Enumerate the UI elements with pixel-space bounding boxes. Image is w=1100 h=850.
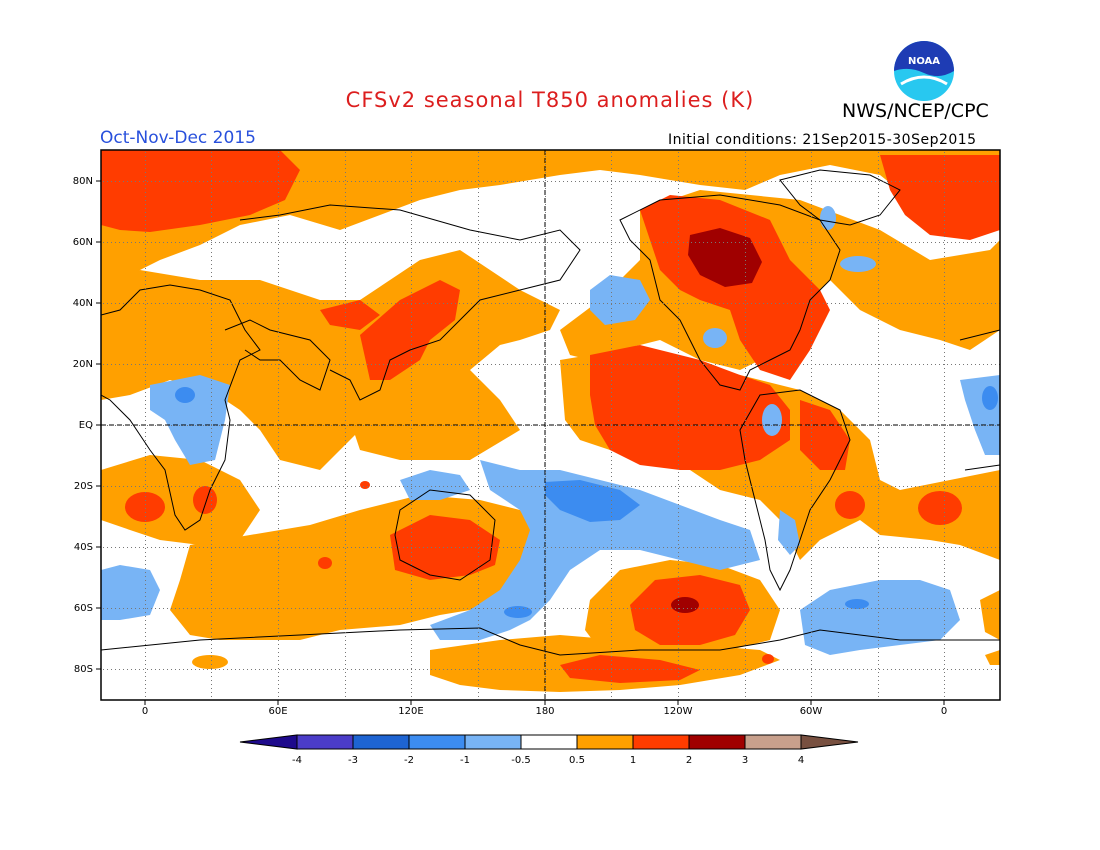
colorbar-right-arrow (800, 734, 859, 750)
season-label: Oct-Nov-Dec 2015 (100, 128, 256, 148)
strong-warm-regions (101, 150, 1000, 683)
colorbar-segment (520, 734, 578, 750)
colorbar (239, 734, 859, 750)
colorbar-tick-label: 1 (630, 755, 636, 766)
graticule (103, 152, 1000, 697)
colorbar-segment (632, 734, 690, 750)
lon-tick-label: 60E (268, 706, 287, 717)
coastlines (101, 169, 1000, 656)
initial-conditions-label: Initial conditions: 21Sep2015-30Sep2015 (668, 132, 977, 148)
lon-tick-label: 120W (664, 706, 693, 717)
lon-tick-label: 60W (800, 706, 823, 717)
anomaly-field (101, 150, 1000, 700)
agency-label: NWS/NCEP/CPC (842, 100, 989, 122)
lat-tick-label: 20N (73, 359, 93, 370)
colorbar-segment (296, 734, 354, 750)
colorbar-labels: -4 -3 -2 -1 -0.5 0.5 1 2 3 4 (292, 755, 804, 766)
colorbar-tick-label: 2 (686, 755, 692, 766)
latitude-axis: 80N 60N 40N 20N EQ 20S 40S 60S 80S (73, 176, 93, 675)
colorbar-tick-label: 3 (742, 755, 748, 766)
lat-tick-label: 60N (73, 237, 93, 248)
colorbar-tick-label: -3 (348, 755, 358, 766)
lat-tick-label: 80S (74, 664, 93, 675)
colorbar-segment (576, 734, 634, 750)
lon-tick-label: 120E (398, 706, 423, 717)
lat-tick-label: 20S (74, 481, 93, 492)
colorbar-tick-label: -1 (460, 755, 470, 766)
lat-tick-label: 80N (73, 176, 93, 187)
lat-tick-label: 40N (73, 298, 93, 309)
colorbar-tick-label: 0.5 (569, 755, 585, 766)
frame-ticks (96, 180, 945, 705)
noaa-logo-text: NOAA (908, 56, 940, 67)
lat-tick-label: 40S (74, 542, 93, 553)
map-title: CFSv2 seasonal T850 anomalies (K) (345, 88, 755, 112)
longitude-axis: 0 60E 120E 180 120W 60W 0 (142, 706, 947, 717)
colorbar-tick-label: 4 (798, 755, 804, 766)
lon-tick-label: 0 (941, 706, 947, 717)
colorbar-segment (688, 734, 746, 750)
lat-tick-label: 60S (74, 603, 93, 614)
lon-tick-label: 180 (535, 706, 554, 717)
cool-anomaly-regions (101, 206, 1000, 655)
colorbar-segment (464, 734, 522, 750)
colorbar-tick-label: -4 (292, 755, 302, 766)
noaa-logo: NOAA (894, 41, 954, 101)
lon-tick-label: 0 (142, 706, 148, 717)
colorbar-segment (352, 734, 410, 750)
colorbar-tick-label: -0.5 (511, 755, 531, 766)
colorbar-tick-label: -2 (404, 755, 414, 766)
colorbar-segment (744, 734, 802, 750)
moderate-cool-regions (175, 386, 998, 618)
colorbar-left-arrow (239, 734, 298, 750)
lat-tick-label: EQ (79, 420, 93, 431)
colorbar-segment (408, 734, 466, 750)
